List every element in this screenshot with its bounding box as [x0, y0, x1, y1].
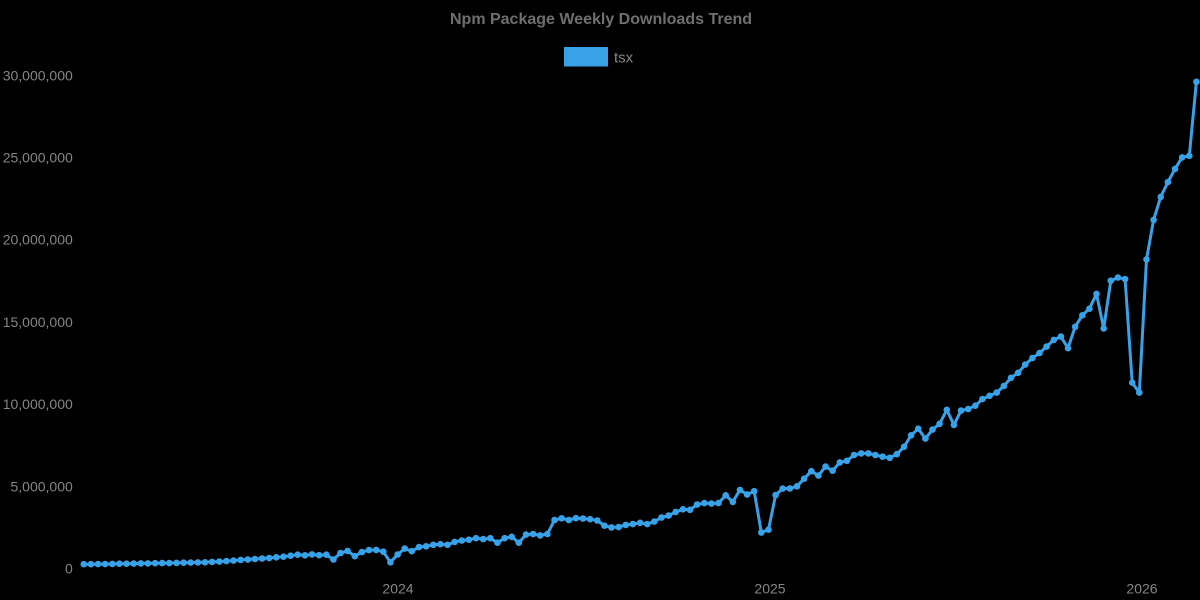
svg-text:20,000,000: 20,000,000 — [3, 232, 73, 248]
svg-text:25,000,000: 25,000,000 — [3, 150, 73, 166]
svg-text:0: 0 — [65, 561, 73, 577]
svg-text:30,000,000: 30,000,000 — [3, 67, 73, 83]
svg-text:5,000,000: 5,000,000 — [11, 478, 73, 494]
svg-text:Npm Package Weekly Downloads T: Npm Package Weekly Downloads Trend — [450, 11, 752, 28]
svg-text:10,000,000: 10,000,000 — [3, 396, 73, 412]
svg-text:2024: 2024 — [382, 581, 413, 597]
svg-text:2025: 2025 — [754, 581, 785, 597]
svg-text:15,000,000: 15,000,000 — [3, 314, 73, 330]
svg-text:2026: 2026 — [1126, 581, 1157, 597]
svg-text:tsx: tsx — [614, 50, 634, 67]
